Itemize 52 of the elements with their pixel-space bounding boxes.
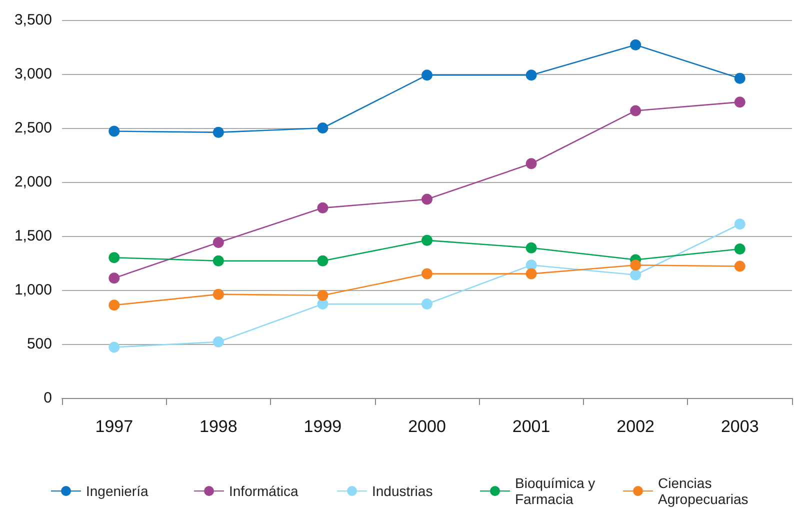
x-tick-label: 1997 [95,417,134,436]
point [422,70,432,81]
legend-label: Industrias [372,483,433,499]
x-tick-label: 2003 [720,417,759,436]
point [526,70,537,81]
point [526,158,537,170]
point [734,72,746,84]
x-tick-label: 2001 [512,417,550,436]
point [422,194,432,205]
point [422,298,432,310]
x-tick-label: 1999 [304,417,342,436]
point [212,126,224,138]
y-tick-label: 2,500 [14,120,52,136]
point [630,105,642,116]
point [422,268,432,280]
legend-label: Informática [229,483,298,499]
legend-label: Bioquímica y Farmacia [515,475,600,507]
point [212,288,224,300]
point [734,243,746,254]
point [734,96,746,108]
point [212,336,224,348]
y-tick-label: 2,000 [14,174,52,190]
point [526,242,537,254]
point [630,269,642,280]
point [212,255,224,266]
x-tick-label: 2002 [616,417,654,436]
y-tick-label: 500 [26,336,52,352]
point [108,126,120,137]
point [108,300,120,311]
y-tick-label: 3,500 [14,12,52,28]
legend-label: Ciencias Agropecuarias [658,475,748,507]
point [108,272,120,284]
point [422,234,432,246]
point [317,290,328,301]
x-tick-label: 1998 [200,417,238,436]
x-tick-label: 2000 [408,417,446,436]
point [734,260,746,272]
point [108,342,120,353]
point [734,218,746,230]
point [317,202,328,214]
point [317,122,328,134]
y-tick-label: 1,000 [14,282,52,298]
point [212,236,224,248]
y-tick-label: 3,000 [14,66,52,82]
point [630,260,642,271]
point [526,268,537,280]
point [630,39,642,50]
legend-label: Ingeniería [86,483,148,499]
y-tick-label: 1,500 [14,228,52,244]
y-tick-label: 0 [44,390,52,406]
point [108,252,120,264]
point [317,255,328,266]
